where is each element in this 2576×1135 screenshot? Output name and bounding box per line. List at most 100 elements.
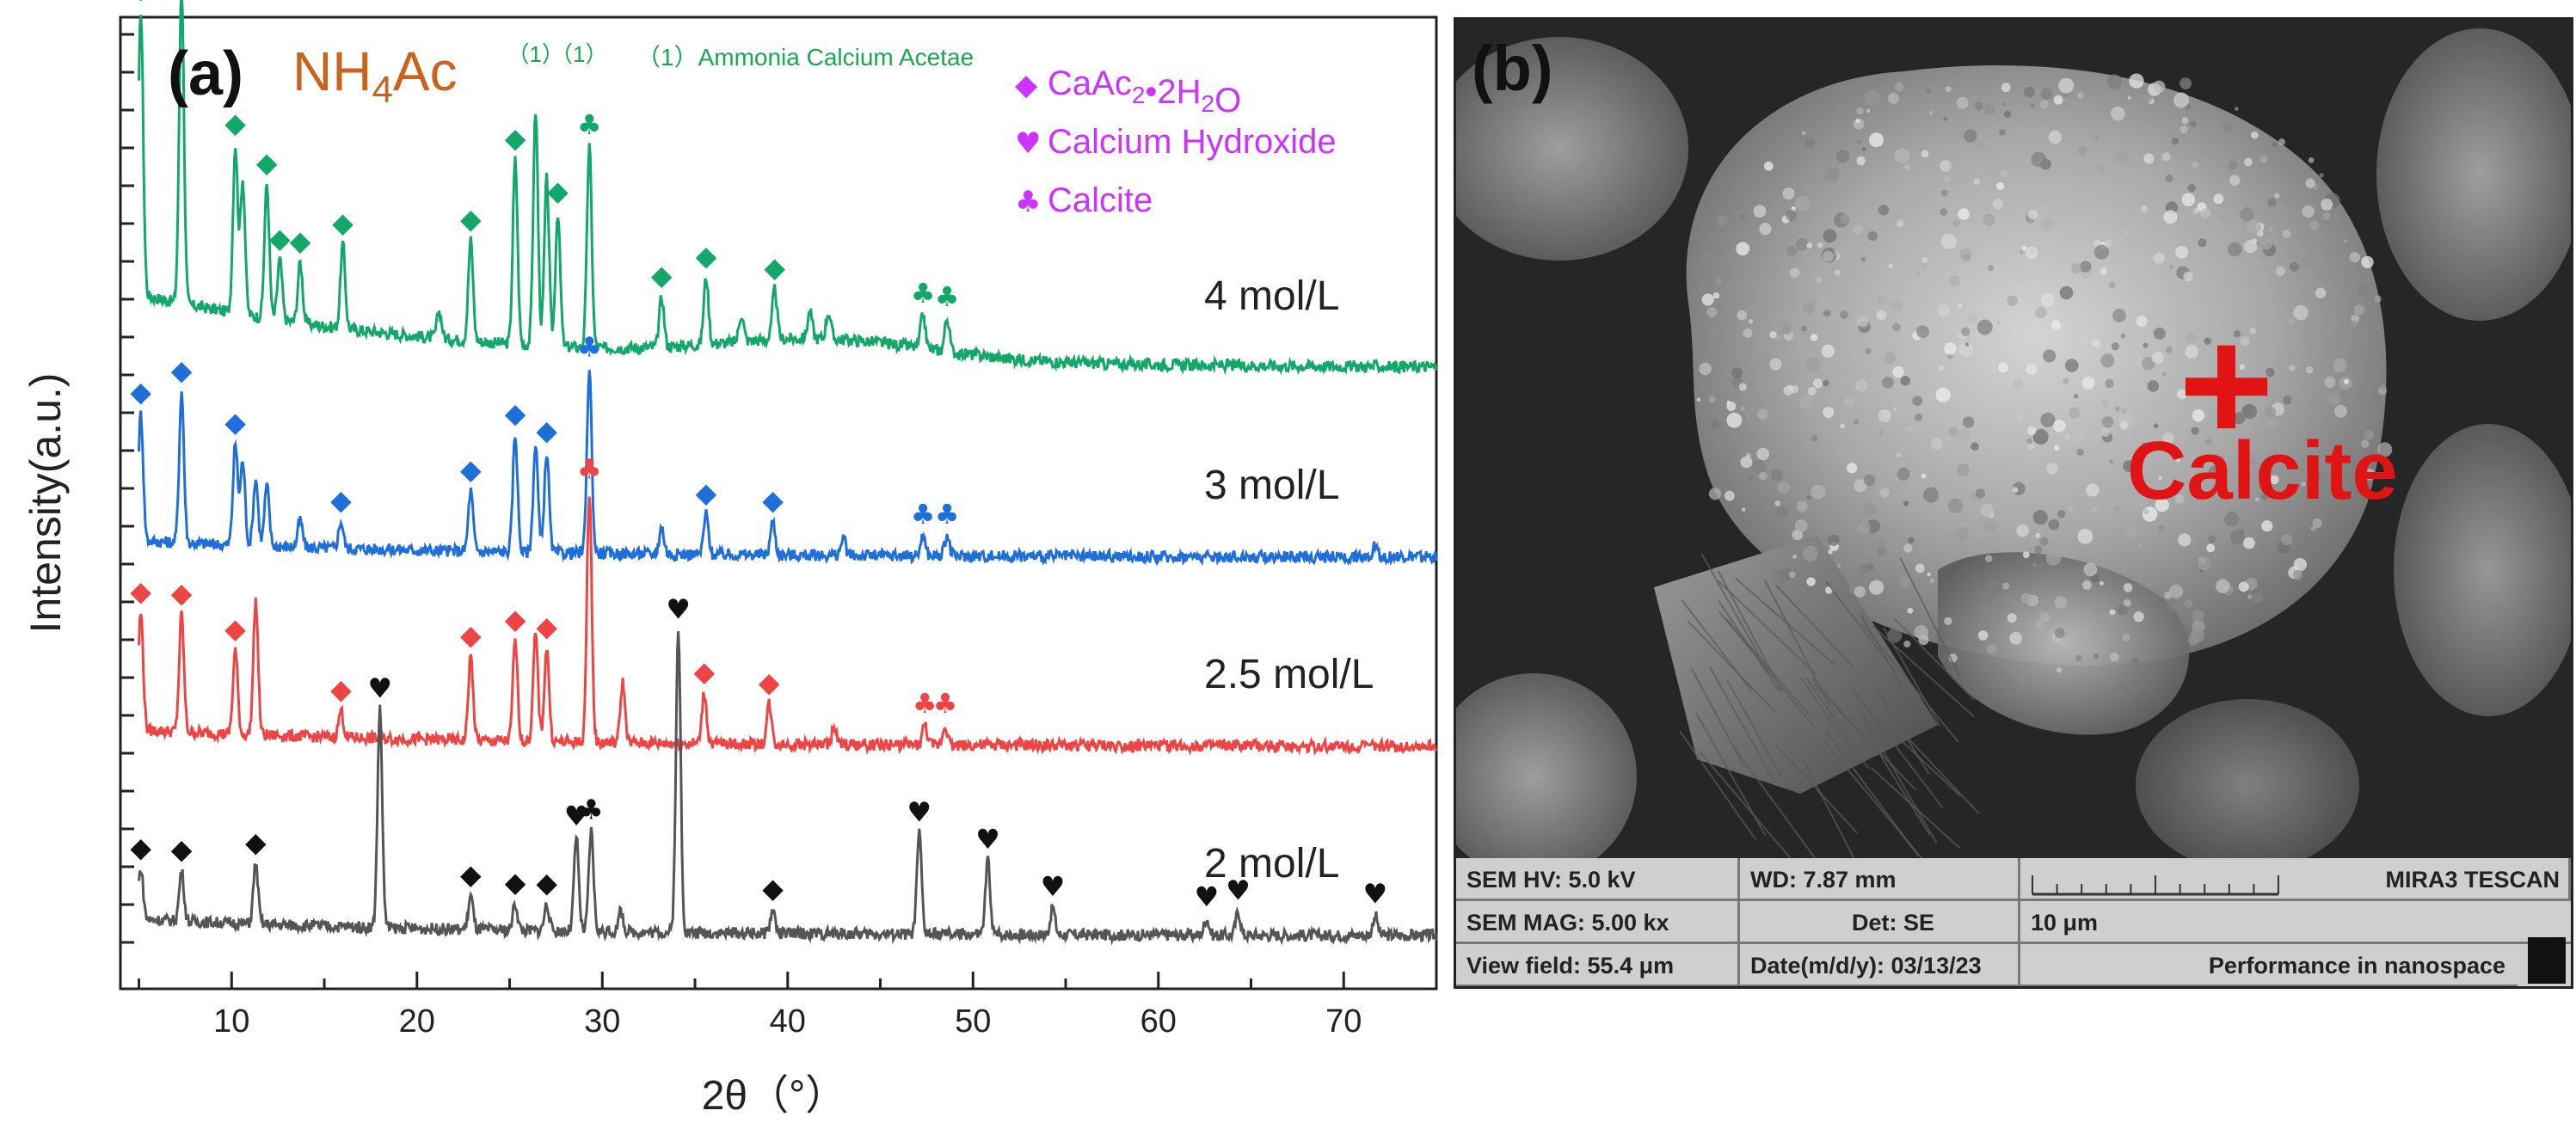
surface-grain [2092,506,2098,512]
calcite-annotation: Calcite [2127,425,2398,517]
surface-grain [2251,131,2259,139]
surface-grain [1698,277,1710,290]
surface-grain [2282,230,2291,238]
surface-grain [2301,482,2306,487]
peak-marker-heart: ♥ [975,823,1000,856]
surface-grain [2206,543,2215,553]
surface-grain [2260,493,2268,500]
surface-grain [1759,503,1766,510]
surface-grain [1915,271,1920,275]
surface-grain [1795,195,1811,212]
surface-grain [2027,426,2037,436]
surface-grain [2077,529,2093,544]
peak-marker-club: ♣ [911,498,936,531]
surface-grain [1804,138,1815,149]
surface-grain [2319,173,2324,178]
surface-grain [2266,416,2277,428]
surface-grain [2020,592,2032,604]
surface-grain [1854,586,1866,598]
series-line [138,370,1438,567]
surface-grain [1696,397,1701,402]
surface-grain [1941,233,1957,249]
surface-grain [1903,640,1911,648]
surface-grain [2308,157,2315,163]
surface-grain [1884,352,1896,365]
surface-grain [1957,463,1970,476]
surface-grain [2228,160,2237,170]
surface-grain [2092,339,2101,347]
surface-grain [2184,599,2193,609]
surface-grain [1899,576,1910,587]
surface-grain [1774,500,1780,506]
surface-grain [1935,387,1951,402]
surface-grain [1961,327,1970,336]
surface-grain [2169,168,2175,174]
surface-grain [2057,510,2066,518]
surface-grain [2267,198,2277,207]
surface-grain [1879,488,1890,498]
surface-grain [2043,349,2056,363]
peak-marker-club: ♣ [913,687,938,720]
surface-grain [2129,73,2144,89]
surface-grain [1854,225,1863,235]
surface-grain [2244,157,2253,167]
surface-grain [2192,161,2199,169]
surface-grain [1857,521,1871,535]
surface-grain [1795,237,1809,251]
surface-grain [1806,242,1813,248]
surface-grain [2039,100,2050,109]
surface-grain [2143,94,2152,103]
peak-annotation: （1） [507,41,563,67]
surface-grain [1806,495,1811,500]
surface-grain [1726,402,1737,412]
surface-grain [2266,367,2275,377]
x-tick-label: 70 [1325,1003,1362,1040]
surface-grain [2123,583,2133,592]
surface-grain [2025,171,2037,184]
surface-grain [1958,342,1973,357]
surface-grain [2038,609,2044,615]
surface-grain [1823,229,1837,243]
surface-grain [2240,207,2254,222]
surface-grain [2082,580,2092,590]
surface-grain [1878,538,1887,547]
surface-grain [2191,426,2199,435]
surface-grain [2056,208,2066,217]
surface-grain [2123,460,2136,473]
surface-grain [1958,208,1970,220]
surface-grain [2216,579,2230,593]
surface-grain [2240,336,2250,347]
surface-grain [1928,110,1934,115]
surface-grain [2200,208,2210,218]
surface-grain [1921,262,1926,267]
surface-grain [2176,458,2180,463]
surface-grain [2097,164,2106,174]
surface-grain [2104,239,2112,247]
surface-grain [2032,510,2048,525]
surface-grain [1953,219,1961,227]
surface-grain [1959,248,1972,261]
peak-marker-diamond: ◆ [547,175,569,207]
surface-grain [2017,414,2024,420]
surface-grain [2102,399,2110,407]
surface-grain [2130,657,2139,666]
surface-grain [1914,625,1928,640]
peak-marker-diamond: ◆ [256,146,278,179]
legend-symbol-club: ♣ [1015,185,1041,219]
surface-grain [1947,498,1963,513]
surface-grain [2067,505,2075,512]
surface-grain [2025,246,2038,260]
surface-grain [2265,406,2277,418]
surface-grain [2212,555,2217,559]
surface-grain [1840,423,1846,429]
surface-grain [2289,261,2300,273]
surface-grain [1816,276,1823,283]
surface-grain [1752,460,1766,474]
surface-grain [1823,168,1839,183]
surface-grain [1941,189,1948,196]
surface-grain [1956,96,1969,109]
surface-grain [2257,261,2261,267]
surface-grain [1983,104,1995,116]
crystal-striation [1891,720,1980,814]
surface-grain [2111,342,2119,351]
